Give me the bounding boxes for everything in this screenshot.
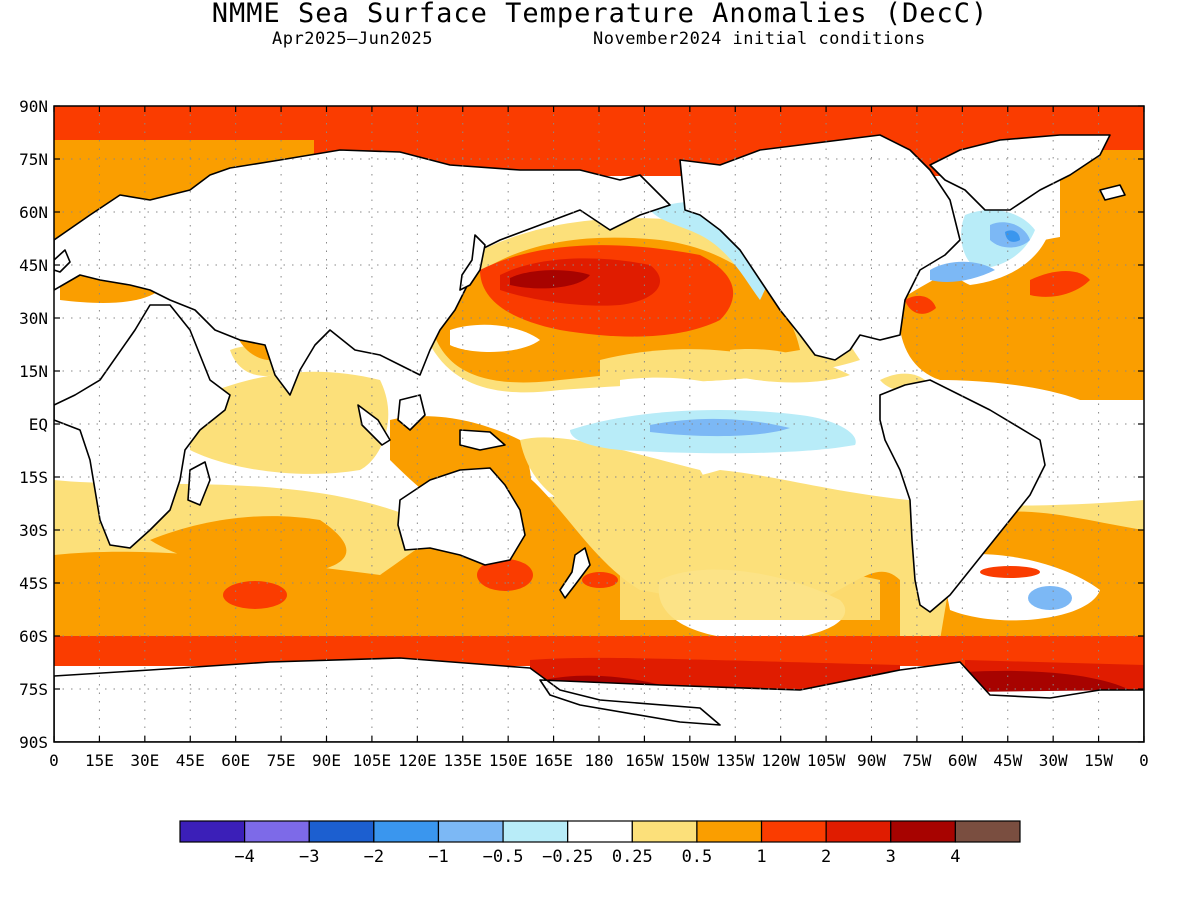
lon-label: 105W: [807, 751, 846, 770]
colorbar-swatch: [890, 820, 956, 843]
island-uk: [54, 249, 71, 273]
lon-label: 120E: [398, 751, 437, 770]
colorbar-label: −3: [299, 847, 319, 867]
lat-label: 60N: [19, 203, 48, 222]
island-japan: [459, 234, 486, 291]
island-borneo: [397, 394, 426, 431]
colorbar-swatch: [825, 820, 892, 843]
weddell-hot-spot: [965, 670, 1130, 692]
island-madagascar: [187, 461, 211, 506]
lon-label: 0: [49, 751, 59, 770]
colorbar-swatch: [954, 820, 1021, 843]
colorbar-label: 0.5: [682, 847, 713, 867]
lon-label: 180: [585, 751, 614, 770]
lon-label: 135W: [716, 751, 755, 770]
colorbar-label: 0.25: [612, 847, 653, 867]
colorbar-swatch: [760, 820, 827, 843]
colorbar-swatch: [631, 820, 698, 843]
lat-label: 75S: [19, 680, 48, 699]
land-masses: [54, 134, 1144, 742]
island-new-zealand: [559, 547, 591, 599]
colorbar-label: −0.5: [483, 847, 524, 867]
lon-label: 60W: [948, 751, 977, 770]
continent-south-america: [879, 379, 1046, 613]
colorbar-swatch: [308, 820, 375, 843]
lat-label: 15S: [19, 468, 48, 487]
initial-conditions: November2024 initial conditions: [593, 29, 926, 49]
colorbar-label: −2: [364, 847, 384, 867]
lon-label: 75W: [902, 751, 931, 770]
lat-label: 15N: [19, 362, 48, 381]
colorbar-label: 1: [756, 847, 766, 867]
continent-australia: [397, 467, 526, 566]
greenland: [929, 134, 1111, 211]
continent-eurasia: [54, 149, 671, 396]
colorbar-label: −4: [234, 847, 254, 867]
lon-label: 150W: [671, 751, 710, 770]
axis-ticks: [53, 105, 1145, 743]
longitude-labels: 0 15E 30E 45E 60E 75E 90E 105E 120E 135E 150E 165E 1…: [49, 751, 1149, 770]
island-sumatra: [357, 404, 391, 446]
lon-label: 60E: [221, 751, 250, 770]
colorbar-label: −1: [428, 847, 448, 867]
continent-antarctica: [54, 657, 1144, 742]
lat-label: 90S: [19, 733, 48, 752]
lat-label: 60S: [19, 627, 48, 646]
lat-label: 30S: [19, 521, 48, 540]
colorbar-swatch: [244, 820, 310, 843]
lat-label: 90N: [19, 97, 48, 116]
north-pacific-hot-spot: [500, 258, 660, 306]
lat-label: 45S: [19, 574, 48, 593]
forecast-period: Apr2025–Jun2025: [272, 29, 434, 49]
lon-label: 0: [1139, 751, 1149, 770]
colorbar-swatch: [179, 820, 246, 843]
lon-label: 30E: [130, 751, 159, 770]
latitude-labels: 90N 75N 60N 45N 30N 15N EQ 15S 30S 45S 60S 75S 90S: [19, 97, 48, 752]
lon-label: 90W: [857, 751, 886, 770]
colorbar: [179, 820, 1021, 843]
continent-north-america: [679, 134, 961, 361]
lat-label: 45N: [19, 256, 48, 275]
lon-label: 165E: [534, 751, 573, 770]
map-title: NMME Sea Surface Temperature Anomalies (…: [211, 0, 989, 29]
sst-field: [54, 106, 1144, 742]
colorbar-label: 4: [950, 847, 960, 867]
lat-label: 30N: [19, 309, 48, 328]
lon-label: 90E: [312, 751, 341, 770]
colorbar-label: 3: [886, 847, 896, 867]
lon-label: 15W: [1084, 751, 1113, 770]
lon-label: 15E: [85, 751, 114, 770]
colorbar-label: 2: [821, 847, 831, 867]
colorbar-swatch: [696, 820, 763, 843]
lon-label: 105E: [353, 751, 392, 770]
lon-label: 135E: [443, 751, 482, 770]
colorbar-label: −0.25: [542, 847, 593, 867]
lon-label: 30W: [1039, 751, 1068, 770]
lon-label: 75E: [267, 751, 296, 770]
island-iceland: [1099, 184, 1126, 201]
colorbar-swatch: [437, 820, 504, 843]
colorbar-swatch: [567, 820, 633, 843]
colorbar-swatch: [502, 820, 569, 843]
lon-label: 165W: [625, 751, 664, 770]
colorbar-labels: −4 −3 −2 −1 −0.5 −0.25 0.25 0.5 1 2 3 4: [234, 847, 960, 867]
continent-africa: [54, 304, 231, 549]
colorbar-swatch: [373, 820, 440, 843]
lon-label: 150E: [489, 751, 528, 770]
lat-label: EQ: [29, 415, 48, 434]
lat-lon-grid: [54, 106, 1144, 742]
lon-label: 120W: [761, 751, 800, 770]
lon-label: 45W: [993, 751, 1022, 770]
lon-label: 45E: [176, 751, 205, 770]
island-new-guinea: [459, 429, 506, 451]
lat-label: 75N: [19, 150, 48, 169]
